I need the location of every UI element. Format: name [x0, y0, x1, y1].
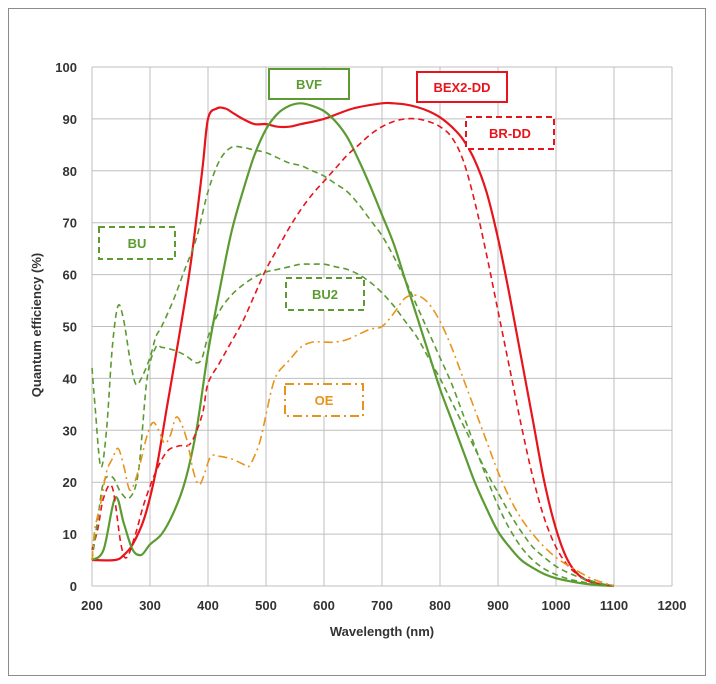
series-line-br-dd	[91, 117, 615, 587]
y-tick-label: 60	[63, 268, 77, 283]
y-tick-label: 90	[63, 112, 77, 127]
y-tick-label: 50	[63, 320, 77, 335]
series-line-bex2-dd	[91, 101, 615, 588]
x-tick-label: 1200	[658, 598, 687, 613]
series-line-bu2	[91, 263, 615, 587]
y-tick-label: 100	[55, 60, 77, 75]
series-line-bu	[91, 145, 615, 587]
y-tick-label: 80	[63, 164, 77, 179]
x-tick-label: 1000	[542, 598, 571, 613]
tick-labels: 200 300 400 500 600 700 800 900 1000 1100 1200 0 10 2…	[55, 60, 686, 613]
y-tick-label: 30	[63, 423, 77, 438]
series-label-box-bex2-dd	[416, 71, 508, 103]
x-tick-label: 400	[197, 598, 219, 613]
x-tick-label: 500	[255, 598, 277, 613]
series-label-box-bvf	[268, 68, 350, 100]
series-label-box-bu2	[285, 277, 365, 311]
y-tick-label: 10	[63, 527, 77, 542]
y-tick-label: 70	[63, 216, 77, 231]
series-label-oe: OE	[315, 393, 334, 408]
x-tick-label: 300	[139, 598, 161, 613]
series-line-bvf	[91, 102, 615, 588]
series-label-bvf: BVF	[296, 77, 322, 92]
series-label-bu: BU	[128, 236, 147, 251]
y-axis-title: Quantum efficiency (%)	[29, 253, 44, 397]
x-axis-title: Wavelength (nm)	[330, 624, 434, 639]
x-tick-label: 1100	[600, 598, 628, 613]
grid	[91, 66, 673, 587]
x-tick-label: 600	[313, 598, 335, 613]
x-tick-label: 900	[487, 598, 509, 613]
chart-frame	[8, 8, 706, 676]
series-label-br-dd: BR-DD	[489, 126, 531, 141]
series-label-bu2: BU2	[312, 287, 338, 302]
series-layer	[91, 101, 615, 588]
y-tick-label: 20	[63, 475, 77, 490]
x-tick-label: 800	[429, 598, 451, 613]
series-label-box-oe	[284, 383, 364, 417]
annotation-layer: BVF BEX2-DD BR-DD BU BU2 OE	[98, 68, 555, 417]
x-tick-label: 700	[371, 598, 393, 613]
series-label-box-br-dd	[465, 116, 555, 150]
x-tick-label: 200	[81, 598, 103, 613]
y-tick-label: 0	[70, 579, 77, 594]
y-tick-label: 40	[63, 371, 77, 386]
series-label-box-bu	[98, 226, 176, 260]
series-label-bex2-dd: BEX2-DD	[433, 80, 490, 95]
series-line-oe	[91, 294, 615, 587]
